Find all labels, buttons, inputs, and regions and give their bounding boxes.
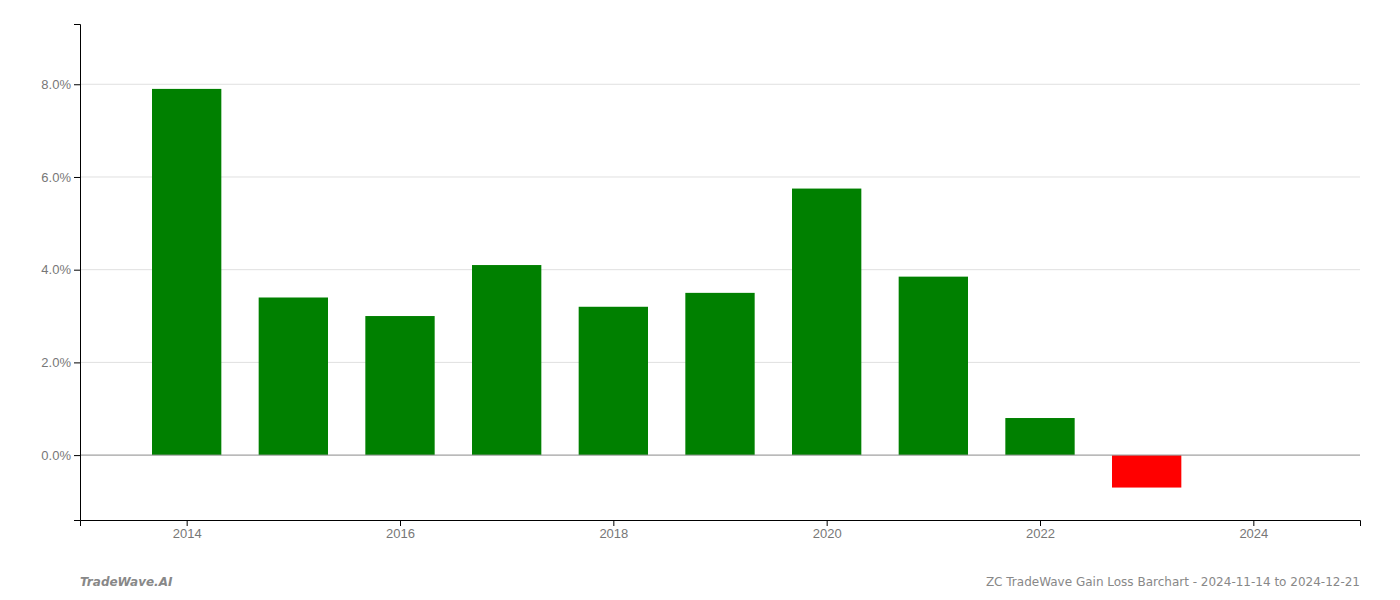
- x-axis: 2014 2016 2018 2020 2022 2024: [81, 520, 1361, 541]
- zero-line: [80, 455, 1360, 456]
- grid-line: [80, 455, 1360, 456]
- x-tick: 2018: [599, 520, 628, 541]
- y-tick: 8.0%: [41, 77, 80, 92]
- x-tick-mark: [613, 520, 614, 526]
- y-tick-label: 6.0%: [41, 170, 71, 185]
- x-tick: 2014: [173, 520, 202, 541]
- y-tick: 2.0%: [41, 355, 80, 370]
- grid-line: [80, 84, 1360, 85]
- bar: [899, 277, 968, 455]
- bar: [365, 316, 434, 455]
- grid-line: [80, 176, 1360, 177]
- x-tick-label: 2020: [813, 526, 842, 541]
- y-tick: 6.0%: [41, 170, 80, 185]
- x-tick: 2022: [1026, 520, 1055, 541]
- y-tick-mark: [74, 455, 80, 456]
- x-tick-mark: [827, 520, 828, 526]
- y-tick-label: 0.0%: [41, 448, 71, 463]
- bar: [152, 89, 221, 455]
- y-tick-mark: [74, 270, 80, 271]
- bar: [1005, 418, 1074, 455]
- plot: 0.0% 2.0% 4.0% 6.0% 8.0% 2014 2016 2018 2020 2022…: [41, 25, 1360, 542]
- footer-annotation: TradeWave.AI: [80, 575, 173, 589]
- x-tick: 2020: [813, 520, 842, 541]
- y-axis-line: [74, 25, 81, 521]
- y-tick-label: 8.0%: [41, 77, 71, 92]
- y-tick: 0.0%: [41, 448, 80, 463]
- bar: [1112, 455, 1181, 487]
- x-tick-label: 2024: [1239, 526, 1268, 541]
- x-tick-mark: [1040, 520, 1041, 526]
- x-tick-label: 2022: [1026, 526, 1055, 541]
- y-tick-mark: [74, 177, 80, 178]
- y-tick-label: 2.0%: [41, 355, 71, 370]
- grid: [80, 84, 1360, 455]
- y-tick-label: 4.0%: [41, 262, 71, 277]
- bars: [152, 89, 1181, 488]
- title: ZC TradeWave Gain Loss Barchart - 2024-1…: [986, 575, 1360, 589]
- bar: [792, 189, 861, 456]
- y-tick: 4.0%: [41, 262, 80, 277]
- x-tick: 2024: [1239, 520, 1268, 541]
- chart: 0.0% 2.0% 4.0% 6.0% 8.0% 2014 2016 2018 2020 2022…: [0, 0, 1400, 600]
- y-axis: 0.0% 2.0% 4.0% 6.0% 8.0%: [41, 25, 80, 521]
- x-tick-mark: [187, 520, 188, 526]
- x-tick-label: 2014: [173, 526, 202, 541]
- bar: [685, 293, 754, 455]
- y-tick-mark: [74, 84, 80, 85]
- x-tick-label: 2016: [386, 526, 415, 541]
- x-tick-label: 2018: [599, 526, 628, 541]
- grid-line: [80, 269, 1360, 270]
- x-axis-line: [81, 521, 1361, 527]
- bar: [472, 265, 541, 455]
- x-tick: 2016: [386, 520, 415, 541]
- bar: [259, 297, 328, 455]
- x-tick-mark: [1253, 520, 1254, 526]
- bar: [579, 307, 648, 455]
- x-tick-mark: [400, 520, 401, 526]
- y-tick-mark: [74, 362, 80, 363]
